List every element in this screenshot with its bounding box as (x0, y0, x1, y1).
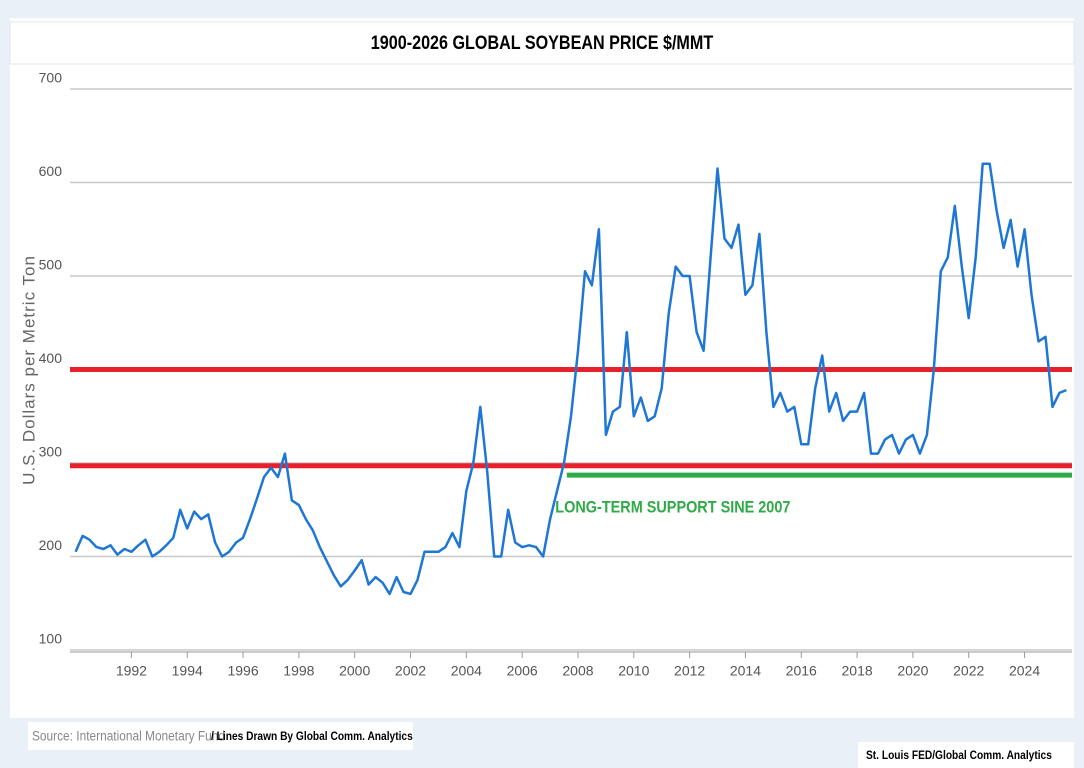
credit-box (858, 742, 1074, 768)
source-note: / Lines Drawn By Global Comm. Analytics (211, 730, 413, 743)
y-tick-label: 400 (39, 350, 63, 366)
x-tick-label: 2022 (953, 663, 984, 679)
y-tick-label: 500 (39, 257, 63, 273)
x-tick-label: 1992 (116, 663, 147, 679)
y-axis-label: U.S. Dollars per Metric Ton (19, 255, 38, 485)
y-tick-label: 300 (39, 444, 63, 460)
x-tick-label: 2006 (507, 663, 538, 679)
y-tick-label: 200 (39, 537, 63, 553)
x-tick-label: 2024 (1009, 663, 1040, 679)
y-tick-label: 700 (39, 70, 63, 86)
chart-title: 1900-2026 GLOBAL SOYBEAN PRICE $/MMT (371, 32, 714, 54)
x-tick-label: 2002 (395, 663, 426, 679)
x-tick-label: 1994 (172, 663, 203, 679)
credit: St. Louis FED/Global Comm. Analytics (866, 749, 1052, 762)
x-tick-label: 2020 (897, 663, 928, 679)
y-tick-label: 100 (39, 631, 63, 647)
x-tick-label: 2008 (562, 663, 593, 679)
x-tick-label: 2016 (786, 663, 817, 679)
x-tick-label: 1996 (227, 663, 258, 679)
y-tick-label: 600 (39, 163, 63, 179)
x-tick-label: 2014 (730, 663, 761, 679)
x-tick-label: 2000 (339, 663, 370, 679)
x-tick-label: 2004 (451, 663, 482, 679)
x-tick-label: 2010 (618, 663, 649, 679)
annotation: LONG-TERM SUPPORT SINE 2007 (555, 498, 790, 516)
x-tick-label: 1998 (283, 663, 314, 679)
title-box (9, 21, 1075, 65)
x-tick-label: 2018 (842, 663, 873, 679)
source: Source: International Monetary Fund (32, 728, 225, 744)
price-line (74, 162, 1067, 596)
source-box (28, 722, 413, 750)
x-tick-label: 2012 (674, 663, 705, 679)
